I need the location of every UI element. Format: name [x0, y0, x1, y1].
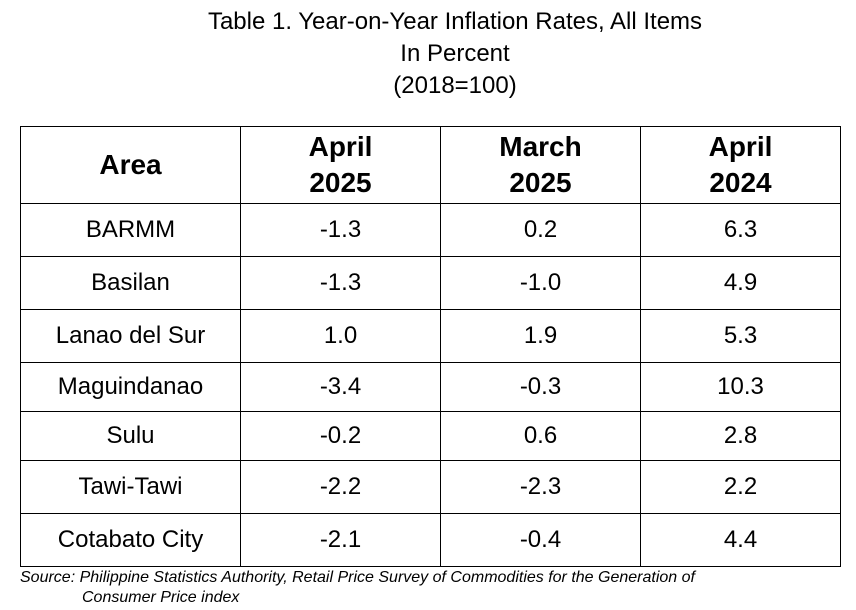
value-cell: 6.3 — [640, 203, 841, 257]
value-cell: 0.6 — [440, 411, 641, 461]
header-march-2025: March 2025 — [440, 126, 641, 204]
table-row: Tawi-Tawi -2.2 -2.3 2.2 — [20, 460, 841, 514]
value-cell: -2.1 — [240, 513, 441, 567]
area-cell: Lanao del Sur — [20, 309, 241, 363]
table-row: Maguindanao -3.4 -0.3 10.3 — [20, 362, 841, 412]
source-line-1: Source: Philippine Statistics Authority,… — [20, 569, 695, 586]
inflation-table: Area April 2025 March 2025 April 2024 BARMM… — [20, 126, 841, 567]
value-cell: -1.3 — [240, 256, 441, 310]
value-cell: 5.3 — [640, 309, 841, 363]
title-line-3: (2018=100) — [393, 72, 517, 99]
area-cell: Maguindanao — [20, 362, 241, 412]
value-cell: 1.0 — [240, 309, 441, 363]
title-line-2: In Percent — [400, 40, 510, 67]
header-april-2024: April 2024 — [640, 126, 841, 204]
table-title: Table 1. Year-on-Year Inflation Rates, A… — [0, 6, 856, 102]
value-cell: -0.3 — [440, 362, 641, 412]
table-row: Cotabato City -2.1 -0.4 4.4 — [20, 513, 841, 567]
header-area: Area — [20, 126, 241, 204]
value-cell: 0.2 — [440, 203, 641, 257]
value-cell: 2.2 — [640, 460, 841, 514]
area-cell: Sulu — [20, 411, 241, 461]
value-cell: 1.9 — [440, 309, 641, 363]
source-line-2: Consumer Price index — [82, 589, 240, 606]
value-cell: 10.3 — [640, 362, 841, 412]
area-cell: Tawi-Tawi — [20, 460, 241, 514]
value-cell: -1.0 — [440, 256, 641, 310]
table-row: BARMM -1.3 0.2 6.3 — [20, 203, 841, 257]
value-cell: 4.9 — [640, 256, 841, 310]
table-row: Lanao del Sur 1.0 1.9 5.3 — [20, 309, 841, 363]
value-cell: -0.4 — [440, 513, 641, 567]
source-note: Source: Philippine Statistics Authority,… — [20, 568, 840, 608]
area-cell: Cotabato City — [20, 513, 241, 567]
value-cell: -2.3 — [440, 460, 641, 514]
value-cell: -3.4 — [240, 362, 441, 412]
value-cell: -1.3 — [240, 203, 441, 257]
table-row: Sulu -0.2 0.6 2.8 — [20, 411, 841, 461]
area-cell: BARMM — [20, 203, 241, 257]
value-cell: -0.2 — [240, 411, 441, 461]
area-cell: Basilan — [20, 256, 241, 310]
value-cell: 2.8 — [640, 411, 841, 461]
header-april-2025: April 2025 — [240, 126, 441, 204]
header-row: Area April 2025 March 2025 April 2024 — [20, 126, 841, 204]
value-cell: -2.2 — [240, 460, 441, 514]
table-row: Basilan -1.3 -1.0 4.9 — [20, 256, 841, 310]
value-cell: 4.4 — [640, 513, 841, 567]
title-line-1: Table 1. Year-on-Year Inflation Rates, A… — [207, 8, 703, 35]
